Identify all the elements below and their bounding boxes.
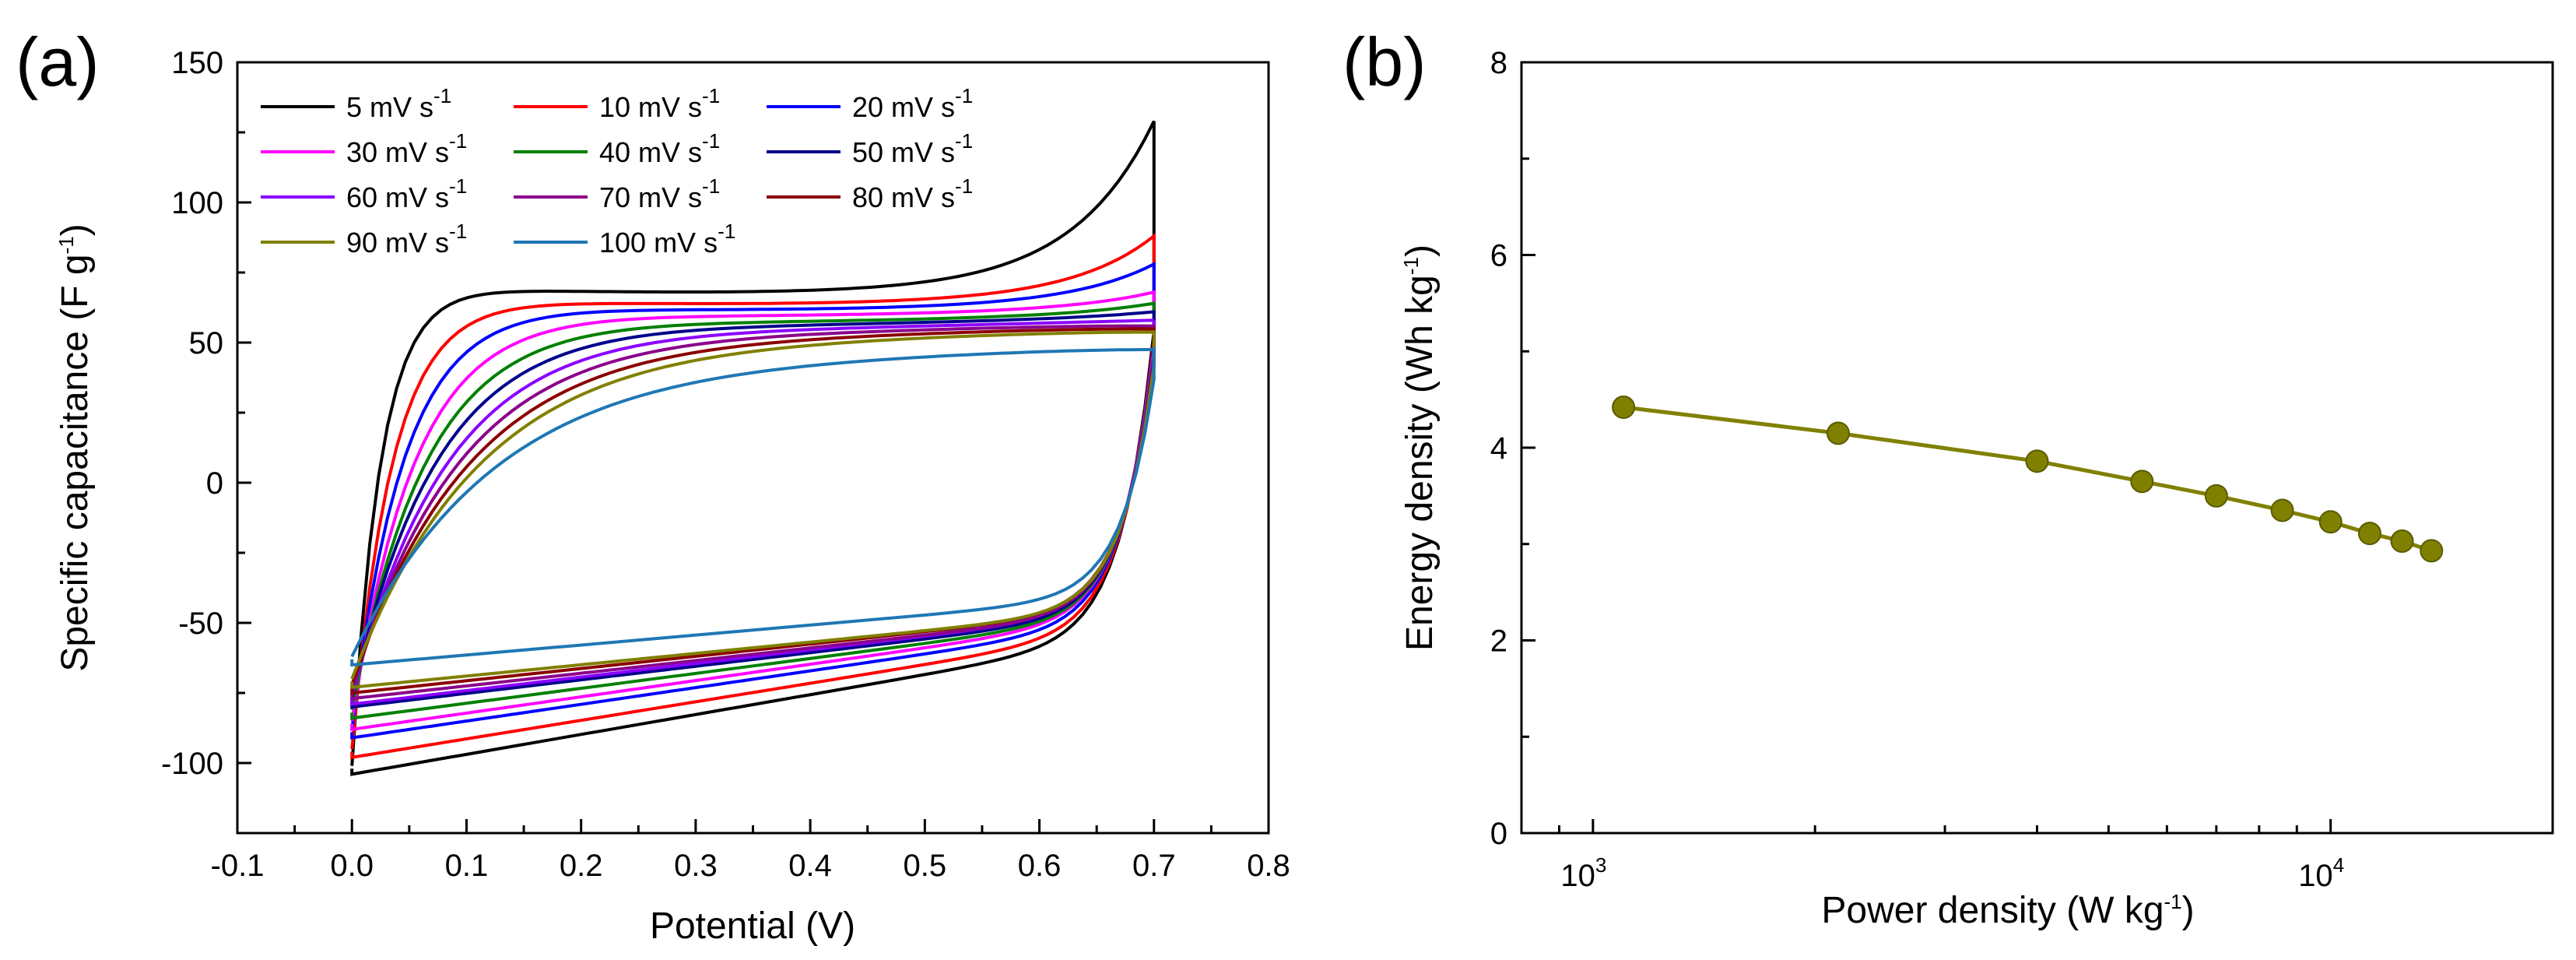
panel-b-x-axis-label-main: Power density (W kg bbox=[1821, 890, 2164, 931]
panel-b-x-tick-label: 103 bbox=[1560, 853, 1606, 893]
panel-a-legend-label-90: 90 mV s-1 bbox=[346, 220, 467, 258]
panel-a-y-tick-label: -50 bbox=[178, 607, 223, 641]
panel-a-legend-label-80: 80 mV s-1 bbox=[852, 174, 973, 213]
panel-a-y-axis-label: Specific capacitance (F g-1) bbox=[54, 223, 96, 671]
panel-b-plot-frame bbox=[1520, 61, 2554, 835]
panel-a-x-tick-label: 0.2 bbox=[560, 849, 603, 883]
panel-a-legend-label-10: 10 mV s-1 bbox=[599, 84, 720, 123]
panel-a-legend-label-20: 20 mV s-1 bbox=[852, 84, 973, 123]
panel-a-legend-label-100: 100 mV s-1 bbox=[599, 220, 735, 258]
panel-a-x-tick-label: 0.6 bbox=[1018, 849, 1062, 883]
panel-a-curves bbox=[350, 120, 1156, 776]
panel-a-label: (a) bbox=[16, 23, 100, 100]
panel-b-y-tick-label: 6 bbox=[1490, 239, 1507, 273]
panel-a-legend-label-sup: -1 bbox=[955, 129, 973, 153]
panel-b-data-point bbox=[2390, 529, 2414, 554]
panel-b-data-point bbox=[1826, 421, 1850, 445]
panel-a-cv-curve-90-mV bbox=[350, 330, 1156, 690]
panel-b-data-point bbox=[2420, 539, 2444, 563]
panel-a-y-axis-label-sup: -1 bbox=[54, 236, 78, 254]
panel-b-y-axis-label-main: Energy density (Wh kg bbox=[1399, 275, 1441, 651]
panel-a-x-tick-label: 0.4 bbox=[788, 849, 832, 883]
panel-a-legend: 5 mV s-1 10 mV s-1 20 mV s-1 30 mV s-1 40 mV… bbox=[261, 84, 973, 258]
panel-a-legend-label-sup: -1 bbox=[702, 84, 720, 107]
panel-b-data-point bbox=[2204, 484, 2228, 508]
panel-a-legend-label-sup: -1 bbox=[702, 174, 720, 198]
panel-a-plot-frame bbox=[236, 61, 1270, 835]
panel-a-legend-label-60: 60 mV s-1 bbox=[346, 174, 467, 213]
panel-b-data-point bbox=[1612, 396, 1636, 420]
panel-b-x-axis-label-close: ) bbox=[2182, 890, 2195, 931]
panel-b-data-point bbox=[2270, 498, 2294, 522]
panel-a-legend-label-sup: -1 bbox=[702, 129, 720, 153]
panel-a-legend-label-30: 30 mV s-1 bbox=[346, 129, 467, 168]
panel-a-x-tick-label: 0.8 bbox=[1247, 849, 1290, 883]
panel-a: (a) -0.1 0.0 0.1 0.2 0.3 0.4 0.5 0.6 0.7 0.8-100-… bbox=[16, 23, 1290, 947]
panel-b-y-axis-label-close: ) bbox=[1399, 244, 1441, 257]
panel-a-y-tick-label: 50 bbox=[189, 326, 224, 360]
panel-a-cv-curve-70-mV bbox=[350, 324, 1156, 701]
panel-a-y-tick-label: 150 bbox=[171, 46, 223, 80]
panel-b-data-point bbox=[2130, 469, 2154, 494]
panel-b-x-axis-label: Power density (W kg-1) bbox=[1821, 890, 2194, 931]
panel-a-y-tick-label: -100 bbox=[161, 747, 223, 781]
panel-b-y-tick-label: 8 bbox=[1490, 46, 1507, 80]
panel-a-legend-label-40: 40 mV s-1 bbox=[599, 129, 720, 168]
panel-a-legend-label-sup: -1 bbox=[433, 84, 451, 107]
panel-b-y-tick-label: 0 bbox=[1490, 817, 1507, 851]
panel-a-y-tick-label: 100 bbox=[171, 186, 223, 220]
panel-b-data-point bbox=[2025, 449, 2049, 473]
panel-b-data-point bbox=[2357, 522, 2381, 546]
panel-a-ticks: -0.1 0.0 0.1 0.2 0.3 0.4 0.5 0.6 0.7 0.8 -100 -50 0 5… bbox=[161, 46, 1290, 883]
panel-b-data-point bbox=[2318, 510, 2343, 534]
panel-b-label: (b) bbox=[1342, 23, 1427, 100]
panel-a-x-tick-label: 0.0 bbox=[330, 849, 374, 883]
panel-a-legend-label-sup: -1 bbox=[449, 129, 467, 153]
panel-a-x-tick-label: 0.7 bbox=[1132, 849, 1176, 883]
panel-b-y-axis-label-sup: -1 bbox=[1399, 257, 1423, 275]
panel-b-series-line bbox=[1623, 405, 2433, 553]
panel-a-legend-label-50: 50 mV s-1 bbox=[852, 129, 973, 168]
panel-a-cv-curve-100-mV bbox=[350, 346, 1156, 667]
panel-a-legend-label-sup: -1 bbox=[955, 84, 973, 107]
panel-b-x-tick-exponent: 3 bbox=[1595, 853, 1606, 877]
panel-a-cv-curve-30-mV bbox=[350, 290, 1156, 732]
panel-a-legend-label-5: 5 mV s-1 bbox=[346, 84, 451, 123]
panel-b-x-axis-label-sup: -1 bbox=[2164, 890, 2182, 913]
panel-a-x-tick-label: -0.1 bbox=[211, 849, 265, 883]
panel-b-y-axis-label: Energy density (Wh kg-1) bbox=[1399, 244, 1441, 651]
panel-a-legend-label-sup: -1 bbox=[718, 220, 735, 243]
panel-a-legend-label-70: 70 mV s-1 bbox=[599, 174, 720, 213]
panel-a-legend-label-sup: -1 bbox=[449, 174, 467, 198]
panel-a-x-tick-label: 0.1 bbox=[445, 849, 489, 883]
panel-b-y-tick-label: 4 bbox=[1490, 431, 1507, 466]
panel-a-x-tick-label: 0.3 bbox=[674, 849, 718, 883]
panel-a-legend-label-sup: -1 bbox=[955, 174, 973, 198]
panel-a-y-axis-label-close: ) bbox=[54, 223, 96, 236]
panel-b-ticks: 103 104 0 2 4 6 8 bbox=[1490, 46, 2554, 893]
panel-b-x-tick-exponent: 4 bbox=[2333, 853, 2344, 877]
panel-a-y-axis-label-main: Specific capacitance (F g bbox=[54, 254, 96, 671]
panel-b-x-tick-label: 104 bbox=[2298, 853, 2344, 893]
panel-a-cv-curve-80-mV bbox=[350, 327, 1156, 695]
panel-a-legend-label-sup: -1 bbox=[449, 220, 467, 243]
panel-a-x-axis-label: Potential (V) bbox=[650, 905, 855, 947]
panel-b-curve bbox=[1612, 396, 2444, 563]
panel-a-y-tick-label: 0 bbox=[206, 466, 223, 501]
panel-b-y-tick-label: 2 bbox=[1490, 624, 1507, 659]
panel-a-x-tick-label: 0.5 bbox=[904, 849, 947, 883]
